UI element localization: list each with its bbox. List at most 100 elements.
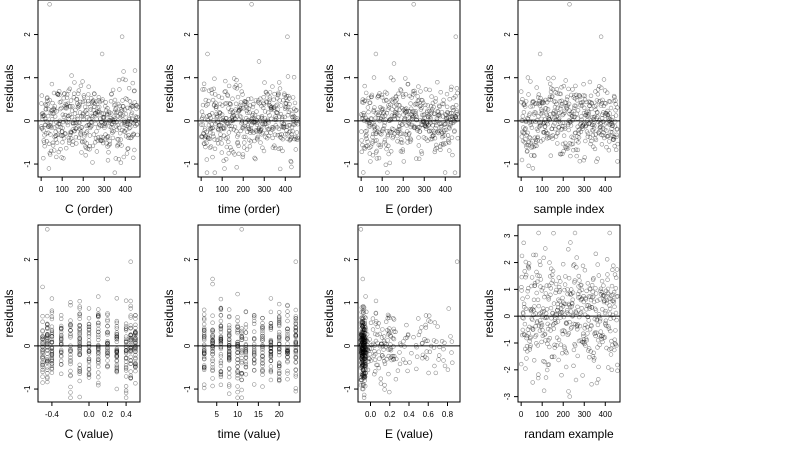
data-point [427,108,432,114]
data-point [127,126,132,131]
data-point [135,114,140,120]
data-point [419,325,424,330]
data-point [382,137,388,143]
x-axis-label: time (order) [218,202,280,216]
data-point [113,107,118,112]
data-point [133,103,139,108]
data-point [252,119,258,125]
data-point [443,117,449,122]
data-point [107,110,113,116]
data-point [376,155,382,161]
data-point [202,333,207,339]
data-point [40,347,45,353]
data-point [612,143,617,149]
data-point [96,370,101,375]
data-point [105,329,110,335]
data-point [128,335,133,341]
data-point [241,145,247,150]
data-point [270,127,275,132]
data-point [239,370,244,376]
data-point [555,91,560,96]
data-point [530,98,536,104]
data-point [592,123,597,128]
data-point [58,335,64,340]
data-point [268,323,274,329]
data-point [585,134,590,139]
data-point [399,122,404,127]
data-point [280,148,285,154]
data-point [528,334,533,340]
data-point [285,355,290,360]
data-point [271,105,276,111]
data-point [123,96,128,101]
data-point [576,135,582,140]
data-point [75,105,81,110]
data-point [104,135,110,140]
data-point [225,93,231,99]
data-point [87,133,93,138]
data-point [438,144,443,149]
data-point [83,145,89,151]
data-point [601,283,606,288]
data-point [277,315,282,320]
data-point [580,99,586,105]
data-point [58,350,64,355]
data-point [47,124,53,130]
data-point [388,333,393,338]
data-point [252,155,257,161]
data-point [395,116,401,121]
data-point [228,101,233,107]
data-point [613,108,618,113]
data-point [133,349,138,355]
data-point [524,142,529,148]
data-point [72,111,78,116]
data-point [77,304,82,309]
data-point [265,117,270,123]
data-point [284,94,289,99]
data-point [285,358,290,364]
data-point [77,313,82,318]
data-point [66,140,72,146]
data-point [613,147,619,153]
data-point [441,129,447,134]
data-point [252,313,257,318]
data-point [267,102,272,108]
data-point [122,129,128,134]
data-point [134,122,140,127]
data-point [202,351,207,356]
data-point [535,135,540,141]
data-point [360,349,365,354]
data-point [612,337,617,342]
data-point [285,349,290,354]
data-point [430,100,436,106]
data-point [100,115,106,120]
data-point [210,338,215,343]
data-point [46,141,52,147]
data-point [210,376,215,381]
data-point [40,349,45,354]
data-point [419,97,424,103]
data-point [575,327,580,332]
data-point [604,111,609,116]
data-point [51,111,56,117]
data-point [92,101,98,107]
data-point [118,107,124,112]
data-point [236,151,242,157]
data-point [77,102,82,107]
data-point [39,93,44,98]
data-point [113,124,119,129]
data-point [77,346,82,352]
data-point [49,334,55,339]
x-axis-label: E (order) [385,202,432,216]
data-point [421,119,427,125]
data-point [49,355,55,361]
data-point [556,125,562,130]
data-point [579,103,585,108]
data-point [49,334,55,339]
data-point [133,352,138,358]
data-point [551,99,557,104]
data-point [252,382,257,387]
data-point [217,110,223,116]
data-point [553,290,558,295]
data-point [561,133,567,138]
